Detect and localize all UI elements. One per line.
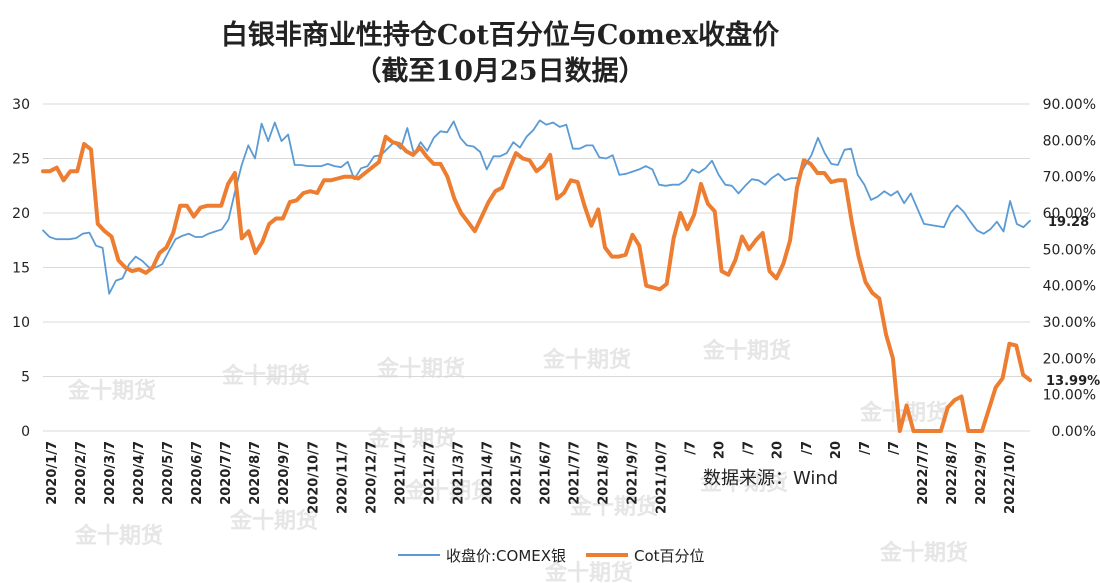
legend-label-close: 收盘价:COMEX银 — [446, 547, 566, 565]
y-right-tick-label: 60.00% — [1043, 206, 1096, 222]
end-label-close: 19.28 — [1048, 215, 1089, 230]
chart-title-line1: 白银非商业性持仓Cot百分位与Comex收盘价 — [220, 20, 780, 51]
y-left-tick-label: 0 — [21, 424, 30, 440]
x-tick-label: /7 — [858, 441, 873, 455]
y-right-tick-label: 20.00% — [1043, 351, 1096, 367]
x-tick-label: 2020/6/7 — [190, 441, 205, 505]
x-tick-label: 2021/4/7 — [480, 441, 495, 505]
x-tick-label: 2020/11/7 — [335, 441, 350, 514]
y-axis-left: 0 5 10 15 20 25 30 — [12, 97, 30, 440]
x-tick-label: 2021/10/7 — [655, 441, 670, 514]
watermark-text: 金十期货 — [74, 523, 163, 549]
x-tick-label: 2022/7/7 — [916, 441, 931, 505]
y-right-tick-label: 40.00% — [1043, 279, 1096, 295]
chart-title: 白银非商业性持仓Cot百分位与Comex收盘价 （截至10月25日数据） — [0, 18, 1000, 90]
watermark-text: 金十期货 — [367, 426, 456, 452]
watermark-text: 金十期货 — [569, 494, 658, 520]
watermark-text: 金十期货 — [879, 540, 968, 566]
x-tick-label: 2022/10/7 — [1003, 441, 1018, 514]
y-right-tick-label: 90.00% — [1043, 97, 1096, 113]
watermark-text: 金十期货 — [544, 560, 633, 583]
y-right-tick-label: 10.00% — [1043, 388, 1096, 404]
x-tick-label: 2021/2/7 — [422, 441, 437, 505]
chart-title-line2: （截至10月25日数据） — [354, 56, 646, 87]
series-layer — [41, 119, 1032, 433]
x-tick-label: 20 — [771, 441, 786, 459]
y-right-tick-label: 50.00% — [1043, 242, 1096, 258]
x-tick-label: 2020/7/7 — [219, 441, 234, 505]
x-tick-label: 2022/8/7 — [945, 441, 960, 505]
x-tick-label: 2021/1/7 — [393, 441, 408, 505]
x-tick-label: /7 — [800, 441, 815, 455]
y-right-tick-label: 80.00% — [1043, 133, 1096, 149]
x-tick-label: 2020/3/7 — [103, 441, 118, 505]
y-left-tick-label: 15 — [12, 261, 30, 277]
x-tick-label: 2021/9/7 — [626, 441, 641, 505]
x-tick-label: 20 — [829, 441, 844, 459]
y-left-tick-label: 25 — [12, 152, 30, 168]
series-line-cot — [41, 134, 1032, 433]
x-tick-label: /7 — [742, 441, 757, 455]
watermark-text: 金十期货 — [542, 347, 631, 373]
watermark-text: 金十期货 — [376, 356, 465, 382]
x-tick-label: 2020/5/7 — [161, 441, 176, 505]
y-left-tick-label: 20 — [12, 206, 30, 222]
x-tick-label: 2021/3/7 — [451, 441, 466, 505]
x-tick-label: 2022/9/7 — [974, 441, 989, 505]
series-line-close — [42, 119, 1031, 295]
x-tick-label: 2020/4/7 — [132, 441, 147, 505]
x-tick-label: 2021/5/7 — [509, 441, 524, 505]
y-right-tick-label: 0.00% — [1052, 424, 1096, 440]
legend: 收盘价:COMEX银 Cot百分位 — [398, 547, 705, 565]
watermark-text: 金十期货 — [702, 338, 791, 364]
gridlines — [43, 103, 1030, 432]
y-left-tick-label: 5 — [21, 370, 30, 386]
x-tick-label: 2021/8/7 — [597, 441, 612, 505]
x-tick-label: 2020/12/7 — [364, 441, 379, 514]
source-note: 数据来源：Wind — [703, 468, 838, 489]
watermark-text: 金十期货 — [229, 508, 318, 534]
x-tick-label: /7 — [887, 441, 902, 455]
x-tick-label: /7 — [684, 441, 699, 455]
x-tick-label: 2020/2/7 — [74, 441, 89, 505]
legend-label-cot: Cot百分位 — [634, 547, 705, 565]
y-axis-right: 0.00% 10.00% 20.00% 30.00% 40.00% 50.00% 60.00… — [1043, 97, 1096, 440]
x-tick-label: 2020/8/7 — [248, 441, 263, 505]
x-tick-label: 2020/1/7 — [45, 441, 60, 505]
end-label-cot: 13.99% — [1046, 374, 1100, 389]
x-tick-label: 2020/9/7 — [277, 441, 292, 505]
x-tick-label: 20 — [713, 441, 728, 459]
x-axis: 2020/1/7 2020/2/7 2020/3/7 2020/4/7 2020/5/7… — [45, 441, 1018, 514]
y-left-tick-label: 30 — [12, 97, 30, 113]
watermark-text: 金十期货 — [67, 378, 156, 404]
y-left-tick-label: 10 — [12, 315, 30, 331]
watermark-text: 金十期货 — [699, 470, 788, 496]
watermark-text: 金十期货 — [404, 478, 493, 504]
x-tick-label: 2020/10/7 — [306, 441, 321, 514]
end-labels: 19.28 13.99% — [1046, 215, 1100, 389]
x-tick-label: 2021/6/7 — [539, 441, 554, 505]
y-right-tick-label: 70.00% — [1043, 170, 1096, 186]
y-right-tick-label: 30.00% — [1043, 315, 1096, 331]
x-tick-label: 2021/7/7 — [568, 441, 583, 505]
